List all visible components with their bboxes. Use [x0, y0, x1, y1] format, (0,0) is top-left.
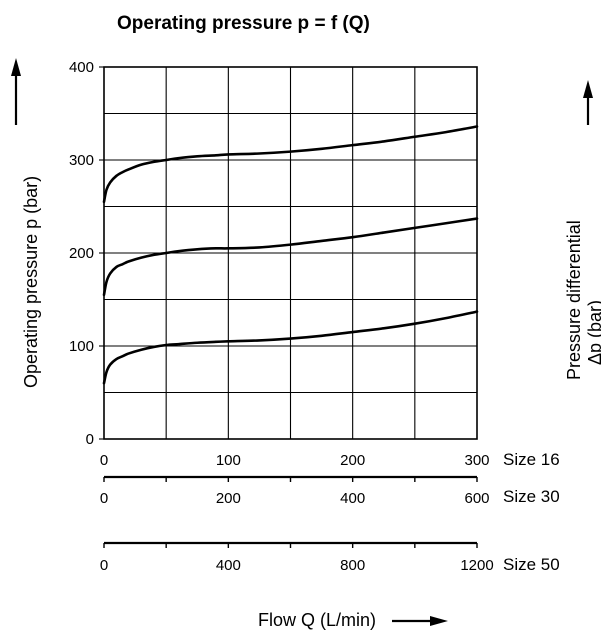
chart-title: Operating pressure p = f (Q) [117, 13, 370, 34]
x-tick-label: 200 [340, 452, 365, 469]
curves [102, 125, 479, 385]
x-axis-3: 0 400 800 1200 Size 50 [100, 541, 560, 574]
y-tick-label: 300 [69, 152, 94, 169]
y-tick-label: 0 [86, 431, 94, 448]
series-line-2 [102, 217, 479, 297]
x-tick-label: 100 [216, 452, 241, 469]
right-label-line2: Δp (bar) [585, 300, 601, 365]
x-tick-label: 300 [464, 452, 489, 469]
right-axis-label: Pressure differential Δp (bar) [564, 220, 601, 380]
x-tick-label: 0 [100, 452, 108, 469]
series-line-3 [102, 125, 479, 204]
x-tick-label: 0 [100, 490, 108, 507]
x-axis-1: 0 100 200 300 Size 16 [100, 450, 560, 469]
x-tick-label: 200 [216, 490, 241, 507]
y-axis-arrow [11, 58, 21, 125]
x-axis-label: Flow Q (L/min) [258, 610, 376, 630]
size-label: Size 50 [503, 555, 560, 574]
x-tick-label: 600 [464, 490, 489, 507]
right-axis-arrow [583, 80, 593, 125]
right-label-line1: Pressure differential [564, 220, 584, 380]
x-tick-label: 0 [100, 557, 108, 574]
y-tick-labels: 0 100 200 300 400 [69, 59, 104, 448]
y-axis-label: Operating pressure p (bar) [21, 176, 41, 388]
size-label: Size 30 [503, 487, 560, 506]
x-axis-arrow [392, 616, 448, 626]
x-tick-label: 400 [340, 490, 365, 507]
y-tick-label: 200 [69, 245, 94, 262]
series-line-1 [102, 310, 479, 385]
x-axis-2: 0 200 400 600 Size 30 [100, 475, 560, 507]
x-axes: 0 100 200 300 Size 16 0 200 400 600 Size 30 0 400 80… [100, 450, 560, 574]
x-tick-label: 1200 [460, 557, 493, 574]
size-label: Size 16 [503, 450, 560, 469]
x-tick-label: 400 [216, 557, 241, 574]
x-tick-label: 800 [340, 557, 365, 574]
y-tick-label: 400 [69, 59, 94, 76]
y-tick-label: 100 [69, 338, 94, 355]
